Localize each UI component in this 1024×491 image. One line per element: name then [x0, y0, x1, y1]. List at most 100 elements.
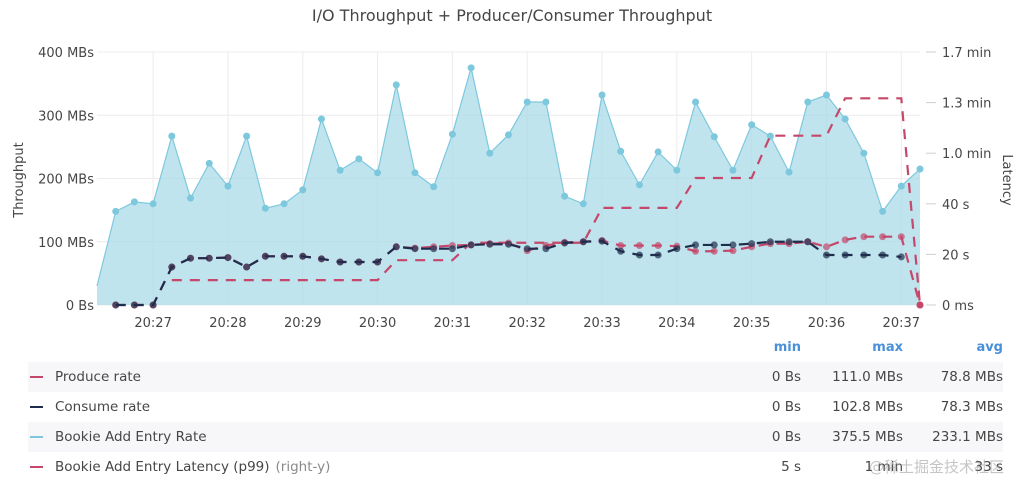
bookie-add-entry-rate-point — [897, 182, 905, 190]
y2-tick-label: 0 ms — [942, 299, 974, 314]
bookie-add-entry-rate-point — [168, 132, 176, 140]
x-tick-label: 20:30 — [359, 316, 396, 331]
legend-label[interactable]: Consume rate — [55, 399, 151, 415]
legend-max: 1 min — [864, 459, 903, 475]
bookie-add-entry-rate-point — [467, 64, 475, 72]
produce-rate-point — [654, 242, 662, 250]
consume-rate-point — [598, 237, 606, 245]
bookie-add-entry-rate-area — [97, 67, 920, 305]
legend-row-produce-rate[interactable]: Produce rate 0 Bs 111.0 MBs 78.8 MBs — [28, 362, 1003, 392]
consume-rate-point — [785, 238, 793, 246]
bookie-add-entry-rate-point — [336, 166, 344, 174]
bookie-add-entry-rate-point — [280, 200, 288, 208]
y-tick-label: 200 MBs — [38, 173, 94, 188]
consume-rate-point — [692, 241, 700, 249]
consume-rate-point — [841, 251, 849, 259]
legend-header-min[interactable]: min — [773, 340, 801, 355]
bookie-add-entry-rate-point — [542, 98, 550, 106]
bookie-add-entry-rate-point — [822, 91, 830, 99]
consume-rate-point — [617, 247, 625, 255]
produce-rate-point — [841, 236, 849, 244]
latency-p99-line — [171, 97, 922, 306]
x-tick-label: 20:35 — [733, 316, 770, 331]
bookie-add-entry-rate-point — [505, 131, 512, 139]
series-layer — [96, 64, 924, 309]
x-tick-label: 20:34 — [658, 316, 695, 331]
consume-rate-point — [205, 254, 213, 262]
y-tick-label: 300 MBs — [38, 109, 94, 124]
legend-header-avg[interactable]: avg — [976, 340, 1003, 355]
bookie-add-entry-rate-point — [748, 121, 756, 129]
legend-row-consume-rate[interactable]: Consume rate 0 Bs 102.8 MBs 78.3 MBs — [28, 392, 1003, 422]
legend-min: 0 Bs — [771, 429, 801, 445]
x-tick-label: 20:29 — [284, 316, 321, 331]
produce-rate-point — [635, 242, 643, 250]
bookie-add-entry-rate-point — [187, 194, 195, 202]
legend-row-bookie-add-entry-latency[interactable]: Bookie Add Entry Latency (p99) (right-y) … — [28, 452, 1003, 482]
bookie-add-entry-rate-point — [224, 182, 232, 190]
legend-avg: 33 s — [974, 459, 1003, 475]
bookie-add-entry-rate-point — [654, 148, 662, 156]
bookie-add-entry-rate-point — [879, 207, 887, 215]
y-tick-label: 100 MBs — [38, 236, 94, 251]
consume-rate-point — [860, 251, 868, 259]
bookie-add-entry-rate-point — [374, 169, 382, 177]
x-tick-label: 20:36 — [808, 316, 845, 331]
consume-rate-point — [673, 245, 681, 253]
legend-min: 0 Bs — [771, 369, 801, 385]
chart: I/O Throughput + Producer/Consumer Throu… — [12, 6, 1014, 331]
consume-rate-point — [168, 263, 176, 271]
x-tick-label: 20:32 — [508, 316, 545, 331]
bookie-add-entry-rate-point — [766, 132, 774, 140]
legend-rows: Produce rate 0 Bs 111.0 MBs 78.8 MBs Con… — [28, 362, 1003, 482]
consume-rate-point — [561, 239, 569, 247]
consume-rate-point — [149, 301, 157, 309]
legend-min: 0 Bs — [771, 399, 801, 415]
x-tick-label: 20:27 — [134, 316, 171, 331]
consume-rate-point — [355, 258, 363, 266]
consume-rate-point — [130, 301, 138, 309]
x-tick-label: 20:33 — [583, 316, 620, 331]
bookie-add-entry-rate-point — [411, 169, 419, 177]
consume-rate-point — [505, 240, 512, 248]
produce-rate-point — [897, 233, 905, 241]
y2-tick-label: 1.0 min — [942, 147, 991, 162]
consume-rate-point — [430, 245, 438, 253]
bookie-add-entry-rate-point — [430, 183, 438, 191]
x-tick-label: 20:31 — [434, 316, 471, 331]
legend-swatch — [30, 466, 43, 468]
consume-rate-point — [467, 241, 475, 249]
consume-rate-point — [748, 240, 756, 248]
watermark: @稀土掘金技术社区 — [868, 458, 1004, 476]
legend-min: 5 s — [781, 459, 801, 475]
produce-rate-point — [729, 247, 737, 255]
consume-rate-point — [299, 252, 307, 260]
legend-row-bookie-add-entry-rate[interactable]: Bookie Add Entry Rate 0 Bs 375.5 MBs 233… — [28, 422, 1003, 452]
legend-label[interactable]: Bookie Add Entry Latency (p99) (right-y) — [55, 459, 331, 475]
bookie-add-entry-rate-point — [299, 186, 307, 194]
consume-rate-point — [261, 252, 269, 260]
consume-rate-point — [654, 251, 662, 259]
legend-label[interactable]: Produce rate — [55, 369, 141, 385]
consume-rate-point — [766, 238, 774, 246]
y-tick-label: 0 Bs — [66, 299, 94, 314]
legend-header-max[interactable]: max — [872, 340, 903, 355]
bookie-add-entry-rate-point — [785, 168, 793, 176]
consume-rate-point — [710, 241, 718, 249]
bookie-add-entry-rate-point — [130, 198, 138, 206]
consume-rate-point — [729, 241, 737, 249]
produce-rate-point — [710, 247, 718, 255]
bookie-add-entry-rate-point — [448, 130, 456, 138]
produce-rate-point — [916, 301, 924, 309]
bookie-add-entry-rate-point — [243, 132, 251, 140]
legend-label[interactable]: Bookie Add Entry Rate — [55, 429, 207, 445]
bookie-add-entry-rate-point — [673, 166, 681, 174]
consume-rate-point — [448, 245, 456, 253]
bookie-add-entry-rate-point — [355, 155, 363, 163]
bookie-add-entry-rate-point — [579, 200, 587, 208]
y-axis-title: Throughput — [12, 142, 27, 219]
bookie-add-entry-rate-point — [317, 115, 325, 123]
consume-rate-point — [224, 254, 232, 262]
chart-title: I/O Throughput + Producer/Consumer Throu… — [312, 6, 712, 25]
bookie-add-entry-rate-point — [860, 149, 868, 157]
